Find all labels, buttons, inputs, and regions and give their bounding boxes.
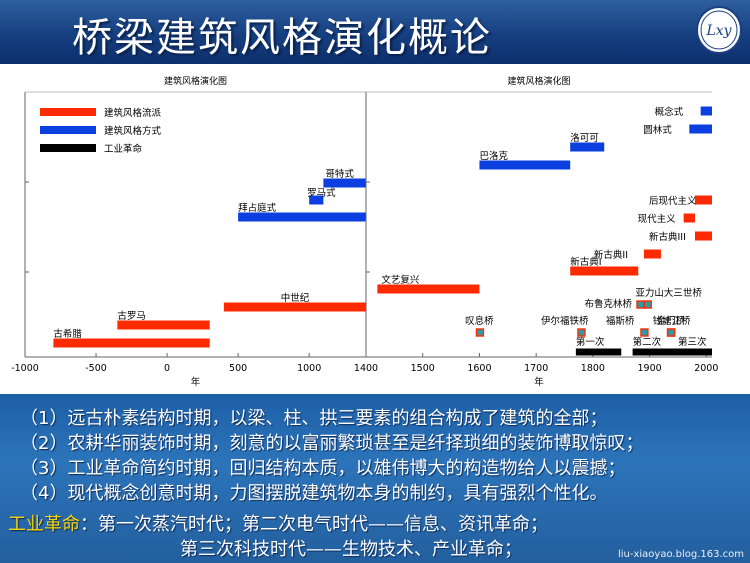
bar-label-item-53e45e0c814a: 古希腊 (53, 328, 82, 340)
architecture-timeline-chart: 建筑风格演化图 -1000 -500 0 500 1000 1400 年 古希腊 古罗马 中世纪 拜占… (11, 75, 718, 388)
bar-label-item-69825ff55f0f: 概念式 (655, 106, 684, 118)
slide-title: 桥梁建筑风格演化概论 (72, 15, 492, 61)
bar-item-7b2c4e096b21 (677, 348, 712, 356)
bar-label-item-5df46d1b514b: 巴洛克 (479, 150, 508, 162)
x-tick-label: -1000 (11, 363, 39, 374)
bar-item-53e45e0c814a (53, 338, 210, 348)
legend-swatch-1 (40, 126, 96, 134)
chart-title-0: 建筑风格演化图 (164, 75, 227, 87)
bar-item-54e572795f0f (323, 178, 366, 188)
bridge-marker-item-798f65af6865 (640, 328, 649, 337)
legend-swatch-0 (40, 108, 96, 116)
bar-item-65b053e45178494949 (694, 231, 712, 241)
bar-item-7f579a6c5f0f (309, 195, 324, 205)
x-tick-label: 1600 (467, 363, 491, 374)
industrial-note-2: 第三次科技时代——生物技术、产业革命； (180, 539, 522, 560)
bar-item-570667975f0f (689, 124, 712, 134)
x-tick-label: 0 (164, 363, 170, 374)
bar-label-item-62dc53605ead5f0f: 拜占庭式 (238, 202, 277, 214)
legend-label-2: 工业革命 (104, 143, 143, 155)
bar-label-item-73b04ee34e3b4e49: 现代主义 (638, 213, 677, 225)
legend-label-0: 建筑风格流派 (104, 107, 162, 119)
x-tick-label: 1800 (581, 363, 605, 374)
chart-title-1: 建筑风格演化图 (507, 75, 570, 87)
bar-item-73b04ee34e3b4e49 (683, 213, 695, 223)
bridge-label-item-94b158586c5f6865: 钱塘江桥 (653, 315, 692, 327)
legend-label-1: 建筑风格方式 (104, 125, 162, 137)
bar-label-item-7b2c4e8c6b21: 第二次 (633, 336, 662, 348)
bridge-label-item-5e039c81514b67976865: 布鲁克林桥 (584, 298, 632, 310)
x-tick-label: 1400 (354, 363, 378, 374)
bar-item-6d1b53ef53ef (570, 142, 605, 152)
bridge-label-item-4e9a529b5c7159274e094e166865: 亚力山大三世桥 (635, 287, 702, 299)
bridge-label-item-53f9606f6865: 叹息桥 (465, 315, 494, 327)
legend-swatch-2 (40, 144, 96, 152)
bridge-label-item-91d195e86865: 金门桥 (657, 315, 686, 327)
notes-area: （1）远古朴素结构时期，以梁、柱、拱三要素的组合构成了建筑的全部； （2）农耕华… (0, 394, 750, 563)
industrial-label: 工业革命 (8, 514, 80, 535)
bar-item-7b2c4e006b21 (575, 348, 622, 356)
industrial-note: 工业革命：第一次蒸汽时代；第二次电气时代——信息、资讯革命； (8, 510, 548, 536)
bar-label-item-6d1b53ef53ef: 洛可可 (570, 132, 599, 144)
note-line-1: （1）远古朴素结构时期，以梁、柱、拱三要素的组合构成了建筑的全部； (20, 408, 608, 429)
x-tick-label: 1700 (524, 363, 548, 374)
chart-panel: 建筑风格演化图 -1000 -500 0 500 1000 1400 年 古希腊 古罗马 中世纪 拜占… (0, 64, 750, 394)
bar-label-item-540e73b04ee34e3b4e49: 后现代主义 (649, 195, 697, 207)
bar-item-69825ff55f0f (700, 106, 712, 116)
logo-text: Lxy (705, 23, 732, 39)
logo: Lxy (696, 6, 742, 54)
bar-label-item-65b053e4517849: 新古典I (570, 256, 601, 268)
bar-label-item-7f579a6c5f0f: 罗马式 (307, 187, 336, 199)
bar-item-5df46d1b514b (479, 160, 571, 170)
bar-item-65b053e451784949 (643, 249, 661, 259)
x-tick-label: -500 (85, 363, 107, 374)
x-tick-label: 1500 (411, 363, 435, 374)
bar-label-item-7b2c4e006b21: 第一次 (576, 336, 605, 348)
bar-label-item-4e2d4e167eaa: 中世纪 (281, 292, 310, 304)
x-axis-label-1: 年 (534, 376, 544, 388)
x-tick-label: 500 (229, 363, 247, 374)
bar-label-item-65b053e451784949: 新古典II (594, 249, 628, 261)
bar-item-4e2d4e167eaa (223, 302, 366, 312)
note-line-3: （3）工业革命简约时期，回归结构本质，以雄伟博大的构造物给人以震撼； (20, 458, 626, 479)
bar-label-item-65b053e45178494949: 新古典III (649, 231, 686, 243)
bar-item-7b2c4e8c6b21 (632, 348, 678, 356)
title-banner (0, 0, 750, 64)
note-line-2: （2）农耕华丽装饰时期，刻意的以富丽繁琐甚至是纤择琐细的装饰博取惊叹； (20, 433, 644, 454)
bar-label-item-53e47f579a6c: 古罗马 (117, 310, 146, 322)
x-tick-label: 1000 (297, 363, 321, 374)
bar-label-item-6587827a590d5174: 文艺复兴 (381, 274, 419, 286)
bar-item-540e73b04ee34e3b4e49 (694, 195, 712, 205)
bar-item-65b053e4517849 (570, 266, 639, 276)
bridge-marker-item-4f0a5c14798f94c16865 (577, 328, 586, 337)
watermark: liu-xiaoyao.blog.163.com (617, 549, 744, 560)
industrial-text: ：第一次蒸汽时代；第二次电气时代——信息、资讯革命； (80, 514, 548, 535)
bar-label-item-570667975f0f: 圆林式 (643, 124, 672, 136)
bridge-marker-item-91d195e86865 (666, 328, 676, 337)
x-axis-label-0: 年 (191, 376, 201, 388)
bar-item-6587827a590d5174 (377, 284, 480, 294)
bridge-marker-item-4e9a529b5c7159274e094e166865 (643, 300, 653, 309)
bridge-label-item-798f65af6865: 福斯桥 (606, 315, 635, 327)
bridge-marker-item-5e039c81514b67976865 (636, 300, 645, 309)
bar-label-item-54e572795f0f: 哥特式 (325, 168, 354, 180)
note-line-4: （4）现代概念创意时期，力图摆脱建筑物本身的制约，具有强烈个性化。 (20, 483, 608, 504)
x-tick-label: 1900 (638, 363, 662, 374)
x-tick-label: 2000 (694, 363, 718, 374)
bridge-label-item-4f0a5c14798f94c16865: 伊尔福铁桥 (541, 315, 589, 327)
bar-item-53e47f579a6c (117, 320, 210, 330)
bridge-marker-item-53f9606f6865 (475, 328, 485, 337)
bar-label-item-7b2c4e096b21: 第三次 (678, 336, 707, 348)
bar-item-62dc53605ead5f0f (238, 212, 366, 222)
